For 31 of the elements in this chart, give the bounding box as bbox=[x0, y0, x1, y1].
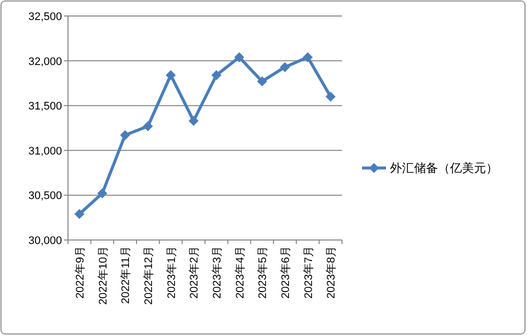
x-tick-label: 2023年5月 bbox=[257, 246, 270, 299]
y-tick-label: 32,500 bbox=[28, 11, 62, 23]
point bbox=[234, 52, 244, 62]
y-tick-label: 30,500 bbox=[28, 190, 62, 202]
x-tick-label: 2023年1月 bbox=[166, 246, 178, 299]
point bbox=[211, 70, 222, 80]
point bbox=[74, 209, 84, 220]
point bbox=[142, 121, 153, 132]
point bbox=[302, 52, 313, 62]
legend-label: 外汇储备（亿美元） bbox=[390, 161, 498, 175]
point bbox=[97, 188, 108, 198]
x-tick-label: 2023年7月 bbox=[302, 246, 315, 299]
point bbox=[257, 76, 268, 86]
point bbox=[188, 116, 199, 126]
x-tick-label: 2023年2月 bbox=[188, 246, 201, 299]
x-tick-label: 2022年11月 bbox=[120, 246, 132, 304]
y-tick-label: 31,500 bbox=[28, 100, 62, 113]
x-tick-label: 2023年3月 bbox=[211, 246, 224, 299]
x-tick-label: 2022年9月 bbox=[74, 246, 86, 299]
y-tick-label: 30,000 bbox=[28, 235, 62, 247]
point bbox=[326, 92, 336, 102]
x-tick-label: 2023年8月 bbox=[326, 246, 338, 299]
x-tick-label: 2022年10月 bbox=[97, 246, 110, 305]
y-tick-label: 32,000 bbox=[28, 56, 62, 68]
point bbox=[120, 130, 130, 140]
x-tick-label: 2023年4月 bbox=[234, 246, 246, 299]
y-tick-label: 31,000 bbox=[28, 145, 62, 158]
point bbox=[280, 62, 290, 72]
x-tick-label: 2022年12月 bbox=[142, 246, 155, 305]
point bbox=[166, 70, 176, 80]
x-tick-label: 2023年6月 bbox=[280, 246, 292, 299]
